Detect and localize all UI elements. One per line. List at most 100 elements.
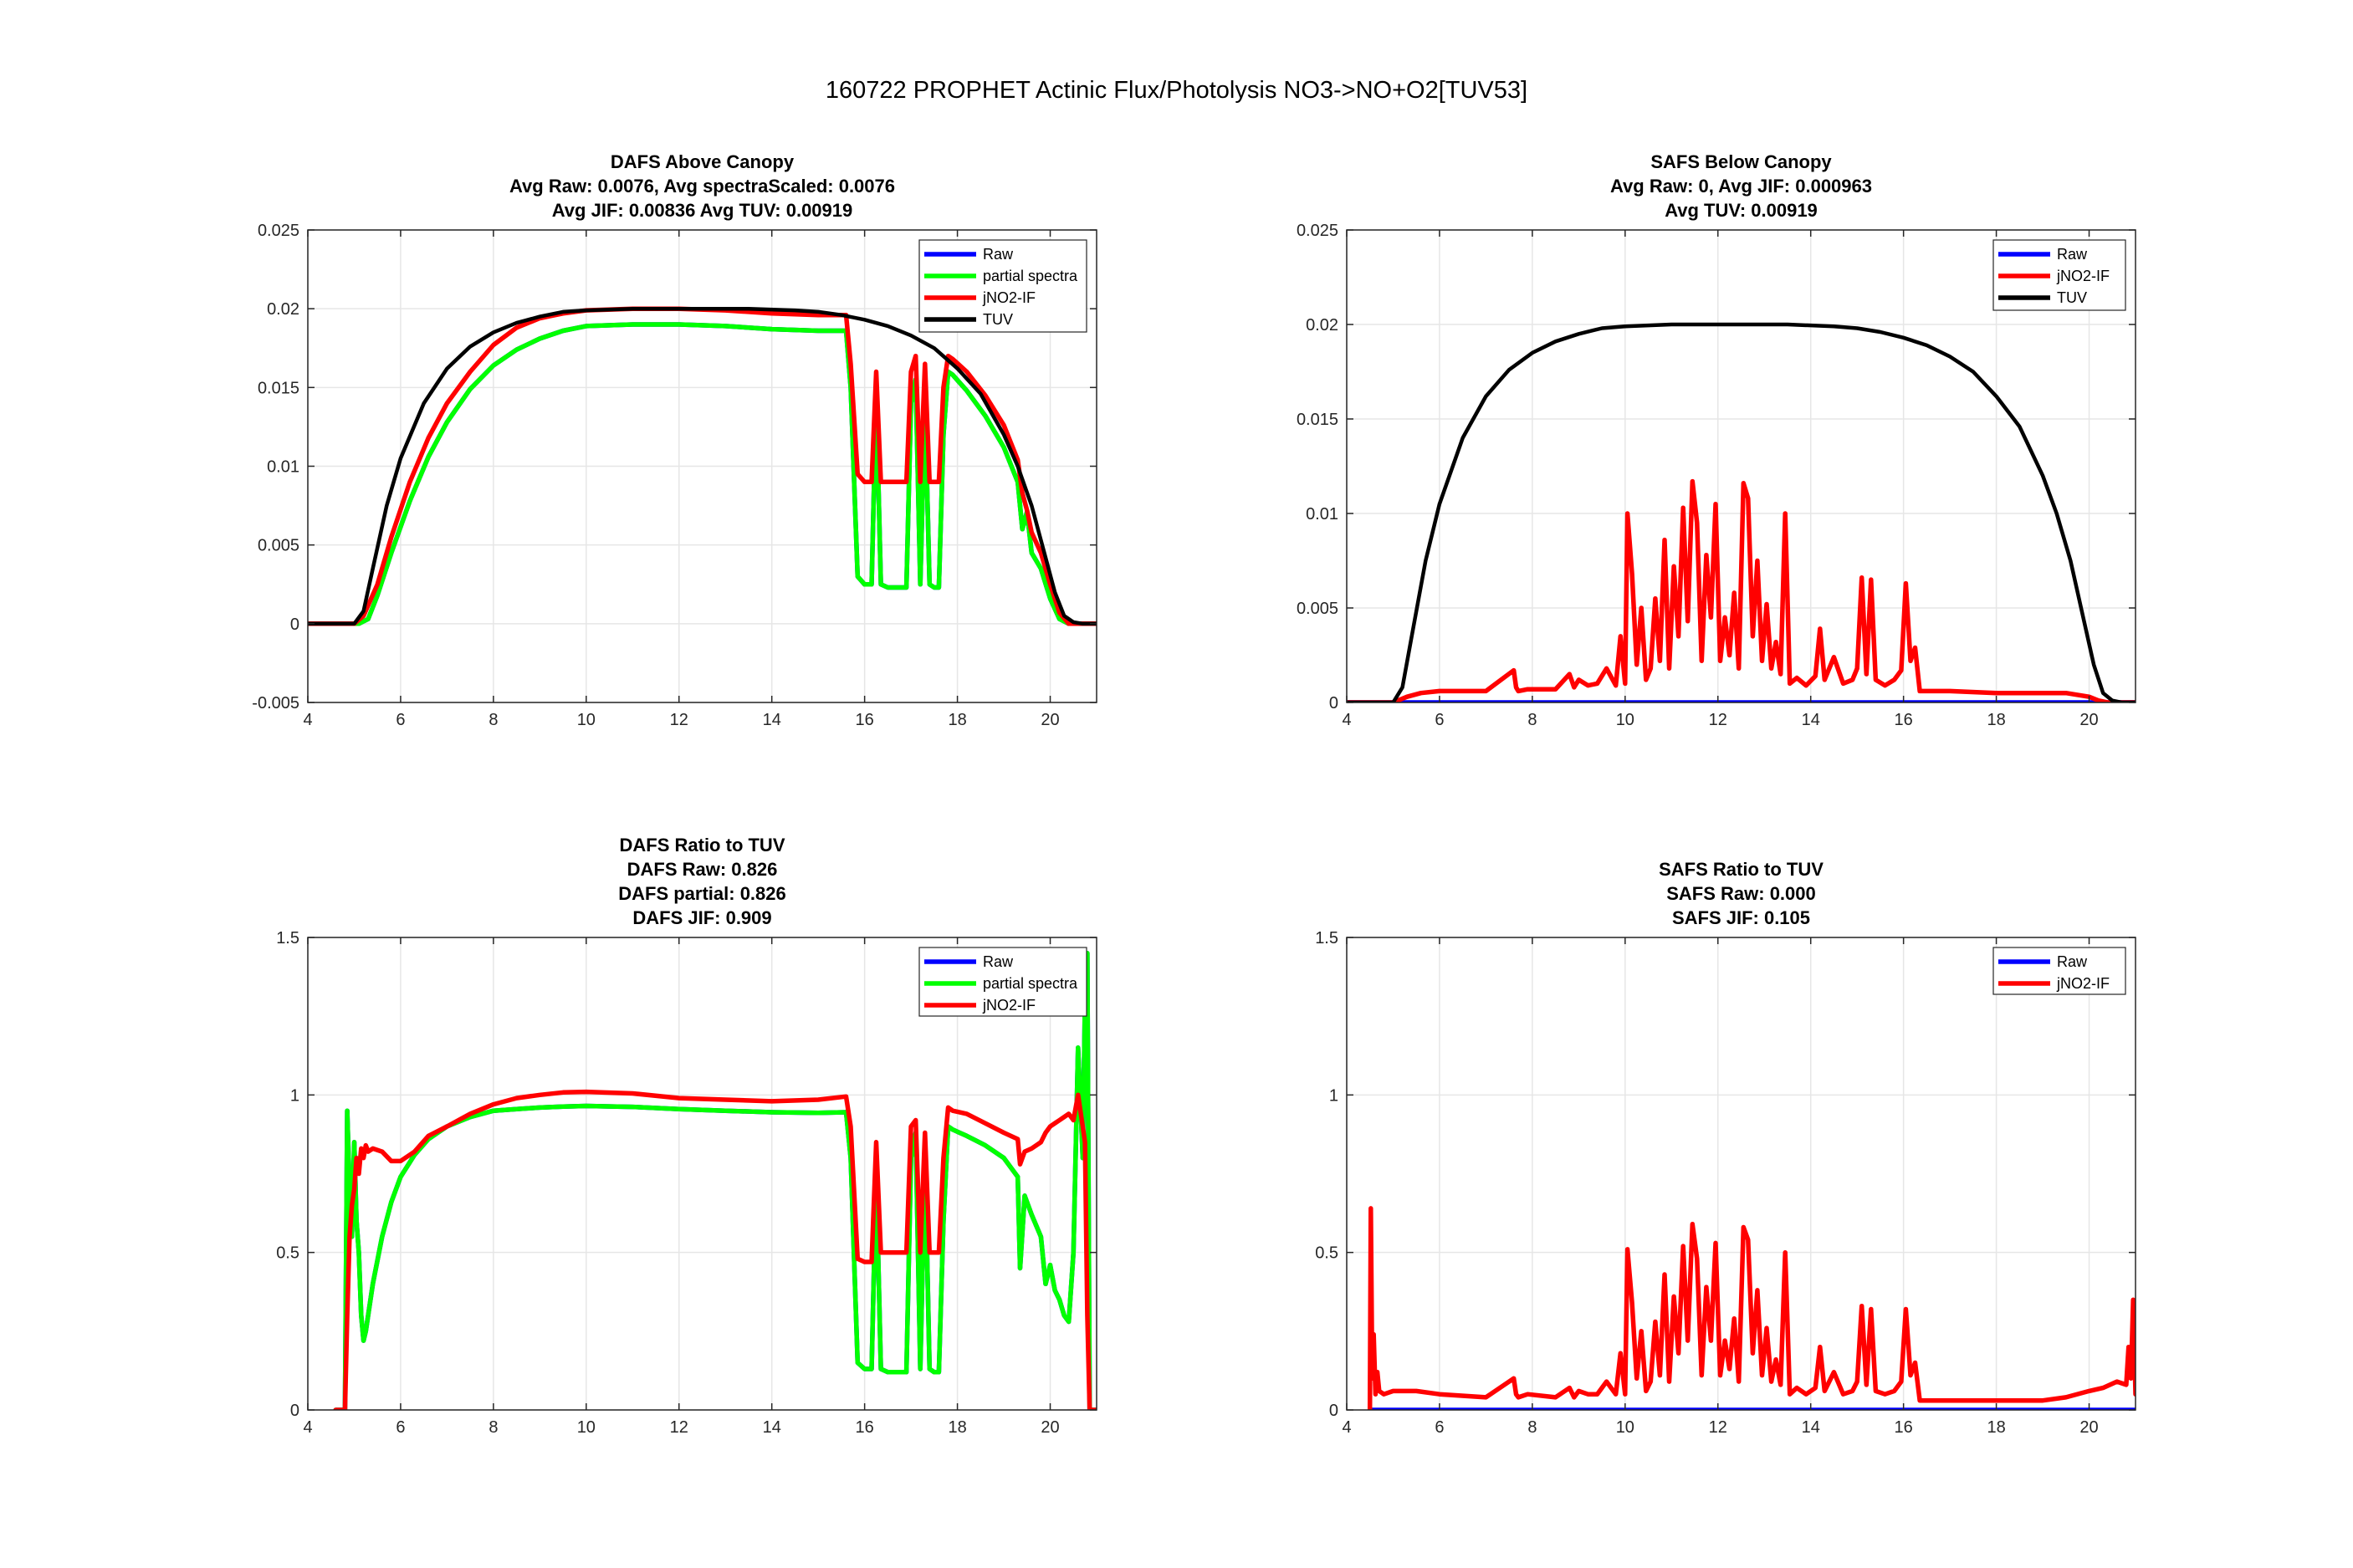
y-tick-label: 0 bbox=[1329, 694, 1338, 712]
axes-box bbox=[1346, 229, 2136, 703]
x-tick-label: 8 bbox=[1527, 711, 1537, 729]
panel-title-line: DAFS partial: 0.826 bbox=[618, 883, 786, 904]
y-tick-label: 0 bbox=[290, 1402, 299, 1420]
y-tick-label: 0.005 bbox=[1297, 600, 1338, 618]
series-line-jno2-if bbox=[333, 1089, 1097, 1410]
panel-title-line: DAFS Above Canopy bbox=[611, 151, 795, 172]
legend-entry: jNO2-IF bbox=[2056, 975, 2110, 992]
x-tick-label: 16 bbox=[1895, 1418, 1913, 1437]
legend: Raw partial spectra jNO2-IF bbox=[918, 947, 1087, 1017]
legend-entry: TUV bbox=[2057, 289, 2087, 306]
panel-title-line: Avg TUV: 0.00919 bbox=[1665, 200, 1818, 221]
legend-entry: jNO2-IF bbox=[2056, 268, 2110, 284]
legend-entry: jNO2-IF bbox=[982, 289, 1036, 306]
y-tick-label: 1 bbox=[290, 1086, 299, 1105]
y-tick-label: 0.02 bbox=[267, 300, 299, 319]
x-tick-label: 20 bbox=[1041, 711, 1059, 729]
x-tick-label: 8 bbox=[489, 711, 498, 729]
x-tick-label: 10 bbox=[1616, 711, 1634, 729]
y-tick-label: 1 bbox=[1329, 1086, 1338, 1105]
x-tick-label: 10 bbox=[1616, 1418, 1634, 1437]
chart-dafs-above: 4 6 8 10 12 14 16 18 20 -0.005 0 0.005 0.01 0.015 0.02… bbox=[252, 151, 1097, 729]
figure-title: 160722 PROPHET Actinic Flux/Photolysis N… bbox=[825, 77, 1528, 104]
x-tick-label: 6 bbox=[1435, 1418, 1444, 1437]
x-tick-label: 6 bbox=[396, 1418, 405, 1437]
y-tick-label: 0.015 bbox=[1297, 411, 1338, 429]
y-tick-label: 0.02 bbox=[1306, 316, 1338, 335]
x-tick-label: 14 bbox=[1802, 711, 1820, 729]
x-tick-label: 4 bbox=[303, 711, 312, 729]
y-tick-label: 0 bbox=[290, 615, 299, 634]
series-line-partial-spectra bbox=[308, 322, 1097, 626]
panel-title-line: SAFS Below Canopy bbox=[1650, 151, 1832, 172]
y-tick-label: 1.5 bbox=[1315, 929, 1338, 947]
legend: Raw jNO2-IF bbox=[1992, 947, 2126, 995]
legend-entry: Raw bbox=[983, 953, 1014, 970]
x-tick-label: 10 bbox=[577, 711, 596, 729]
x-tick-label: 14 bbox=[763, 711, 781, 729]
x-tick-label: 12 bbox=[1709, 711, 1727, 729]
x-tick-label: 6 bbox=[1435, 711, 1444, 729]
series-group bbox=[1347, 322, 2136, 702]
legend-entry: Raw bbox=[2057, 953, 2088, 970]
series-group bbox=[1367, 1206, 2136, 1410]
x-tick-label: 16 bbox=[1895, 711, 1913, 729]
panel-title-line: Avg Raw: 0.0076, Avg spectraScaled: 0.00… bbox=[509, 176, 895, 197]
legend-entry: Raw bbox=[983, 246, 1014, 263]
x-tick-label: 4 bbox=[303, 1418, 312, 1437]
legend: Raw partial spectra jNO2-IF TUV bbox=[918, 239, 1087, 333]
x-tick-label: 4 bbox=[1342, 1418, 1351, 1437]
x-tick-label: 20 bbox=[2079, 711, 2098, 729]
y-tick-label: 0.015 bbox=[258, 379, 299, 397]
legend-entry: partial spectra bbox=[983, 268, 1078, 284]
x-tick-label: 12 bbox=[670, 711, 688, 729]
y-tick-label: 0 bbox=[1329, 1402, 1338, 1420]
x-tick-label: 4 bbox=[1342, 711, 1351, 729]
chart-safs-below: 4 6 8 10 12 14 16 18 20 0 0.005 0.01 0.015 0.02 0.025 S… bbox=[1297, 151, 2136, 729]
axes-box bbox=[1346, 937, 2136, 1411]
x-tick-label: 18 bbox=[948, 1418, 966, 1437]
x-tick-label: 14 bbox=[763, 1418, 781, 1437]
series-line-jno2-if bbox=[1367, 1206, 2136, 1410]
y-tick-label: -0.005 bbox=[252, 694, 299, 712]
x-tick-label: 18 bbox=[1987, 711, 2005, 729]
x-tick-label: 20 bbox=[1041, 1418, 1059, 1437]
y-tick-label: 0.5 bbox=[1315, 1244, 1338, 1263]
x-tick-label: 14 bbox=[1802, 1418, 1820, 1437]
x-tick-label: 20 bbox=[2079, 1418, 2098, 1437]
legend-entry: TUV bbox=[983, 311, 1013, 328]
legend-entry: jNO2-IF bbox=[982, 997, 1036, 1014]
chart-safs-ratio: 4 6 8 10 12 14 16 18 20 0 0.5 1 1.5 SAFS Ratio to TUV… bbox=[1315, 859, 2136, 1437]
panel-title-line: SAFS Ratio to TUV bbox=[1659, 859, 1824, 880]
x-tick-label: 12 bbox=[670, 1418, 688, 1437]
x-tick-label: 16 bbox=[856, 711, 874, 729]
panel-title-line: Avg JIF: 0.00836 Avg TUV: 0.00919 bbox=[552, 200, 853, 221]
x-tick-label: 16 bbox=[856, 1418, 874, 1437]
panel-title-line: DAFS Raw: 0.826 bbox=[627, 859, 778, 880]
series-group bbox=[308, 306, 1097, 626]
x-tick-label: 12 bbox=[1709, 1418, 1727, 1437]
legend-entry: partial spectra bbox=[983, 975, 1078, 992]
y-tick-label: 1.5 bbox=[276, 929, 299, 947]
legend: Raw jNO2-IF TUV bbox=[1992, 239, 2126, 311]
y-tick-label: 0.01 bbox=[267, 458, 299, 477]
panel-title-line: SAFS Raw: 0.000 bbox=[1666, 883, 1816, 904]
x-tick-label: 18 bbox=[1987, 1418, 2005, 1437]
y-tick-label: 0.025 bbox=[1297, 222, 1338, 240]
y-tick-label: 0.5 bbox=[276, 1244, 299, 1263]
panel-title-line: SAFS JIF: 0.105 bbox=[1672, 907, 1810, 928]
x-tick-label: 6 bbox=[396, 711, 405, 729]
legend-box bbox=[1992, 947, 2126, 995]
x-tick-label: 8 bbox=[1527, 1418, 1537, 1437]
y-tick-label: 0.005 bbox=[258, 537, 299, 555]
series-group bbox=[333, 951, 1097, 1410]
chart-dafs-ratio: 4 6 8 10 12 14 16 18 20 0 0.5 1 1.5 DAFS Ratio to TUV… bbox=[276, 835, 1097, 1437]
panel-title-line: DAFS JIF: 0.909 bbox=[632, 907, 771, 928]
x-tick-label: 8 bbox=[489, 1418, 498, 1437]
y-tick-label: 0.01 bbox=[1306, 505, 1338, 524]
panel-title-line: DAFS Ratio to TUV bbox=[620, 835, 785, 856]
axes-box bbox=[307, 937, 1097, 1411]
series-line-jno2-if bbox=[308, 306, 1097, 626]
x-tick-label: 18 bbox=[948, 711, 966, 729]
